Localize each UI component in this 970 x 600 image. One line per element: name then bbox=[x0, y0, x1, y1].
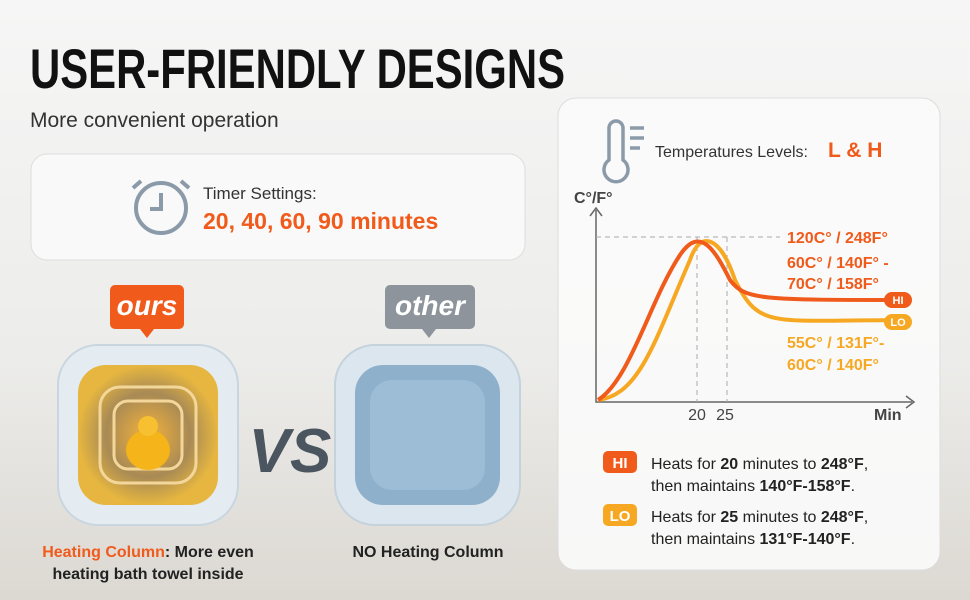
y-axis-label: C°/F° bbox=[574, 190, 613, 207]
ours-caption: Heating Column: More even bbox=[42, 544, 254, 561]
legend-line: Heats for 25 minutes to 248°F, bbox=[651, 509, 868, 526]
legend-text: 248°F bbox=[821, 509, 864, 526]
axes bbox=[595, 210, 912, 403]
graph: C°/F° HI LO 120C° / 248F° 60C° / 140F° -… bbox=[574, 190, 916, 424]
timer-value: 20, 40, 60, 90 minutes bbox=[203, 208, 438, 234]
lo-curve bbox=[597, 239, 911, 402]
hi-curve bbox=[596, 239, 911, 402]
panel-levels: L & H bbox=[828, 139, 882, 162]
ours-tag-text: ours bbox=[117, 290, 178, 321]
x-tick-label: 20 bbox=[688, 407, 706, 424]
lo-hold-label: 60C° / 140F° bbox=[787, 357, 879, 374]
legend-text: . bbox=[851, 531, 855, 548]
x-axis-label: Min bbox=[874, 407, 902, 424]
lo-hold-label: 55C° / 131F°- bbox=[787, 335, 884, 352]
ours-tag bbox=[110, 285, 184, 329]
legend-text: Heats for bbox=[651, 456, 720, 473]
legend-text: , bbox=[864, 509, 868, 526]
hi-hold-label: 70C° / 158F° bbox=[787, 276, 879, 293]
legend-tag-text: LO bbox=[610, 508, 631, 525]
legend-text: then maintains bbox=[651, 531, 760, 548]
legend-text: minutes to bbox=[738, 509, 821, 526]
timer-label: Timer Settings: bbox=[203, 184, 317, 203]
legend-text: minutes to bbox=[738, 456, 821, 473]
hi-marker-text: HI bbox=[893, 295, 904, 307]
legend-text: then maintains bbox=[651, 478, 760, 495]
timer-card bbox=[30, 153, 526, 261]
legend-text: 140°F-158°F bbox=[760, 478, 851, 495]
legend-tag bbox=[603, 451, 637, 473]
ours-caption-line: heating bath towel inside bbox=[52, 566, 243, 583]
legend-tag bbox=[603, 504, 637, 526]
title: USER-FRIENDLY DESIGNS bbox=[30, 37, 565, 100]
panel-heading: Temperatures Levels: bbox=[655, 144, 808, 161]
legend-text: . bbox=[851, 478, 855, 495]
other-tag-text: other bbox=[395, 290, 467, 321]
legend-text: 131°F-140°F bbox=[760, 531, 851, 548]
peak-label: 120C° / 248F° bbox=[787, 230, 888, 247]
legend-line: then maintains 131°F-140°F. bbox=[651, 531, 855, 548]
caption-highlight: Heating Column bbox=[42, 544, 165, 561]
info-panel bbox=[557, 97, 941, 571]
caption-text: : More even bbox=[165, 544, 254, 561]
legend-text: Heats for bbox=[651, 509, 720, 526]
legend: HI Heats for 20 minutes to 248°F, then mai… bbox=[603, 451, 868, 548]
legend-line: then maintains 140°F-158°F. bbox=[651, 478, 855, 495]
other-product bbox=[334, 344, 521, 526]
other-caption: NO Heating Column bbox=[352, 544, 503, 561]
lo-marker-text: LO bbox=[890, 317, 906, 329]
hi-hold-label: 60C° / 140F° - bbox=[787, 255, 889, 272]
x-tick-label: 25 bbox=[716, 407, 734, 424]
legend-line: Heats for 20 minutes to 248°F, bbox=[651, 456, 868, 473]
vs-text: VS bbox=[249, 417, 332, 486]
legend-text: 20 bbox=[720, 456, 738, 473]
hi-marker bbox=[884, 292, 912, 308]
ours-product bbox=[57, 344, 239, 526]
legend-text: 248°F bbox=[821, 456, 864, 473]
legend-text: 25 bbox=[720, 509, 738, 526]
ours-tag-pointer bbox=[140, 329, 154, 338]
thermometer-icon bbox=[602, 119, 644, 184]
axis-arrows bbox=[589, 206, 916, 409]
legend-tag-text: HI bbox=[613, 455, 628, 472]
other-tag bbox=[385, 285, 475, 329]
other-tag-pointer bbox=[422, 329, 436, 338]
clock-icon bbox=[131, 179, 191, 235]
subtitle: More convenient operation bbox=[30, 109, 279, 132]
lo-marker bbox=[884, 314, 912, 330]
legend-text: , bbox=[864, 456, 868, 473]
